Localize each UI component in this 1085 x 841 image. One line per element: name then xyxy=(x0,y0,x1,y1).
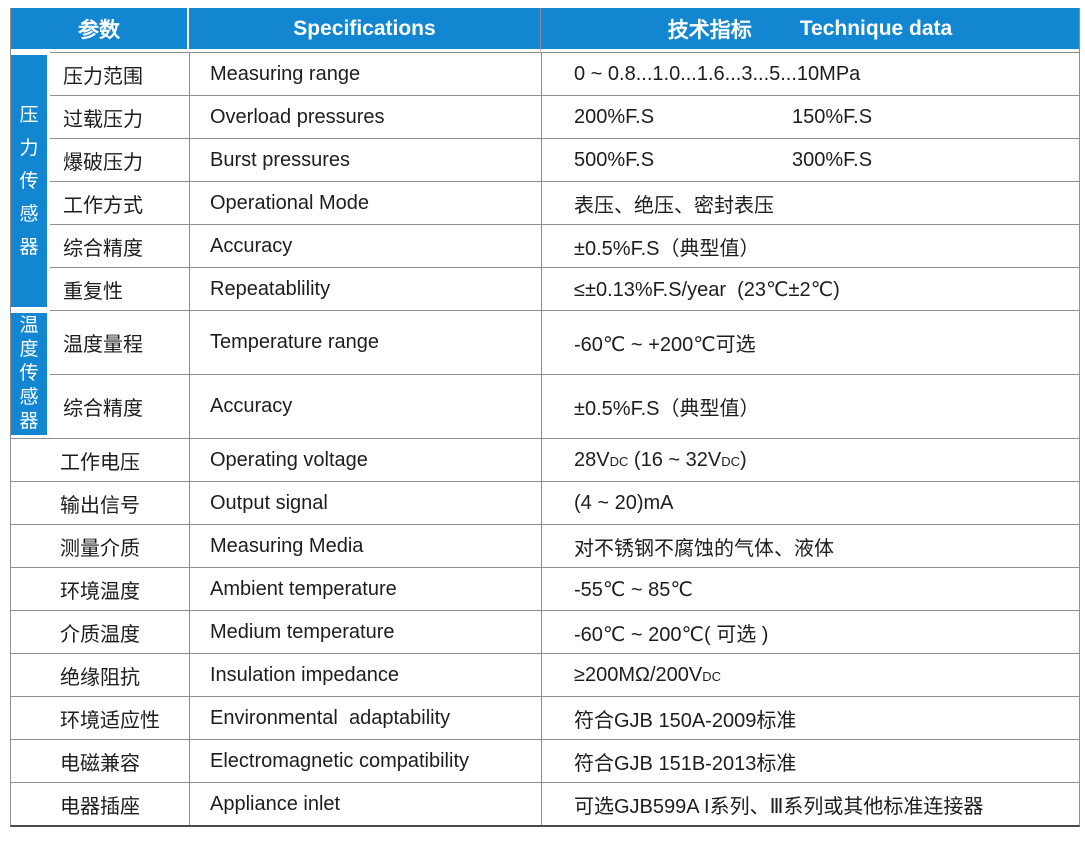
value-text: 28V xyxy=(574,448,610,471)
spec-cell: Measuring Media xyxy=(189,524,541,567)
param-cell: 工作方式 xyxy=(50,181,189,224)
table-row: 工作电压 Operating voltage 28VDC (16 ~ 32VDC) xyxy=(11,438,1079,481)
group-label: 压 力 传 感 器 xyxy=(19,104,39,258)
spec-cell: Environmental adaptability xyxy=(189,696,541,739)
spec-cell: Output signal xyxy=(189,481,541,524)
param-cell: 介质温度 xyxy=(11,610,189,653)
value-cell: -60℃ ~ 200℃( 可选 ) xyxy=(541,610,1079,653)
param-cell: 输出信号 xyxy=(11,481,189,524)
table-row: 环境温度 Ambient temperature -55℃ ~ 85℃ xyxy=(11,567,1079,610)
param-cell: 环境适应性 xyxy=(11,696,189,739)
spec-cell: Appliance inlet xyxy=(189,782,541,825)
header-cell-param: 参数 xyxy=(11,8,189,52)
table-row: 电器插座 Appliance inlet 可选GJB599A I系列、Ⅲ系列或其他标… xyxy=(11,782,1079,825)
param-cell: 爆破压力 xyxy=(50,138,189,181)
param-cell: 过载压力 xyxy=(50,95,189,138)
value-text: (16 ~ 32V xyxy=(628,448,722,471)
value-cell: ≥200MΩ/200VDC xyxy=(541,653,1079,696)
spec-table: 参数 Specifications 技术指标 Technique data 压 … xyxy=(10,8,1080,827)
param-cell: 工作电压 xyxy=(11,438,189,481)
param-cell: 综合精度 xyxy=(50,374,189,438)
spec-cell: Temperature range xyxy=(189,310,541,374)
value-cell: ±0.5%F.S（典型值） xyxy=(541,374,1079,438)
spec-cell: Accuracy xyxy=(189,224,541,267)
table-row: 过载压力 Overload pressures 200%F.S 150%F.S xyxy=(11,95,1079,138)
value-col-1: 150%F.S xyxy=(792,105,873,128)
value-cell: ±0.5%F.S（典型值） xyxy=(541,224,1079,267)
spec-cell: Burst pressures xyxy=(189,138,541,181)
value-cell: 对不锈钢不腐蚀的气体、液体 xyxy=(541,524,1079,567)
param-cell: 温度量程 xyxy=(50,310,189,374)
table-row: 介质温度 Medium temperature -60℃ ~ 200℃( 可选 ) xyxy=(11,610,1079,653)
value-text: ≥200MΩ/200V xyxy=(574,663,703,686)
param-cell: 电器插座 xyxy=(11,782,189,825)
table-row: 输出信号 Output signal (4 ~ 20)mA xyxy=(11,481,1079,524)
group-cell-0: 压 力 传 感 器 xyxy=(11,52,50,310)
spec-cell: Operating voltage xyxy=(189,438,541,481)
value-cell: 500%F.S 300%F.S xyxy=(541,138,1079,181)
group-cell-1: 温 度 传 感 器 xyxy=(11,310,50,438)
header-cell-technique-data: 技术指标 Technique data xyxy=(541,8,1079,52)
spec-cell: Overload pressures xyxy=(189,95,541,138)
value-text: ) xyxy=(740,448,747,471)
header-row: 参数 Specifications 技术指标 Technique data xyxy=(11,8,1079,52)
header-cell-specifications: Specifications xyxy=(189,8,541,52)
value-cell: 28VDC (16 ~ 32VDC) xyxy=(541,438,1079,481)
table-row: 综合精度 Accuracy ±0.5%F.S（典型值） xyxy=(11,374,1079,438)
spec-cell: Ambient temperature xyxy=(189,567,541,610)
value-cell: 0 ~ 0.8...1.0...1.6...3...5...10MPa xyxy=(541,52,1079,95)
value-subscript: DC xyxy=(702,668,722,684)
table-row: 电磁兼容 Electromagnetic compatibility 符合GJB 1… xyxy=(11,739,1079,782)
value-cell: -55℃ ~ 85℃ xyxy=(541,567,1079,610)
param-cell: 电磁兼容 xyxy=(11,739,189,782)
table-row: 综合精度 Accuracy ±0.5%F.S（典型值） xyxy=(11,224,1079,267)
table-row: 环境适应性 Environmental adaptability 符合GJB 150… xyxy=(11,696,1079,739)
table-row: 温 度 传 感 器温度量程 Temperature range -60℃ ~ +20… xyxy=(11,310,1079,438)
spec-cell: Insulation impedance xyxy=(189,653,541,696)
table-row: 测量介质 Measuring Media 对不锈钢不腐蚀的气体、液体 xyxy=(11,524,1079,567)
value-subscript: DC xyxy=(721,453,740,469)
value-subscript: DC xyxy=(609,453,629,469)
value-col-0: 200%F.S xyxy=(574,105,655,128)
value-cell: ≤±0.13%F.S/year (23℃±2℃) xyxy=(541,267,1079,310)
param-cell: 综合精度 xyxy=(50,224,189,267)
value-cell: (4 ~ 20)mA xyxy=(541,481,1079,524)
value-cell: 符合GJB 150A-2009标准 xyxy=(541,696,1079,739)
table-row: 爆破压力 Burst pressures 500%F.S 300%F.S xyxy=(11,138,1079,181)
value-cell: 符合GJB 151B-2013标准 xyxy=(541,739,1079,782)
header-label-en: Technique data xyxy=(799,16,953,40)
group-label: 温 度 传 感 器 xyxy=(19,315,39,432)
spec-cell: Repeatablility xyxy=(189,267,541,310)
value-col-1: 300%F.S xyxy=(792,148,873,171)
param-cell: 重复性 xyxy=(50,267,189,310)
value-cell: -60℃ ~ +200℃可选 xyxy=(541,310,1079,374)
spec-cell: Operational Mode xyxy=(189,181,541,224)
table-row: 工作方式 Operational Mode 表压、绝压、密封表压 xyxy=(11,181,1079,224)
spec-cell: Medium temperature xyxy=(189,610,541,653)
value-col-0: 500%F.S xyxy=(574,148,655,171)
param-cell: 环境温度 xyxy=(11,567,189,610)
value-cell: 表压、绝压、密封表压 xyxy=(541,181,1079,224)
table-row: 压 力 传 感 器压力范围 Measuring range 0 ~ 0.8...1.… xyxy=(11,52,1079,310)
table-row: 重复性 Repeatablility ≤±0.13%F.S/year (23℃±2℃… xyxy=(11,267,1079,310)
param-cell: 绝缘阻抗 xyxy=(11,653,189,696)
spec-cell: Measuring range xyxy=(189,52,541,95)
spec-table-header: 参数 Specifications 技术指标 Technique data xyxy=(11,8,1079,52)
table-row: 绝缘阻抗 Insulation impedance ≥200MΩ/200VDC xyxy=(11,653,1079,696)
value-cell: 可选GJB599A I系列、Ⅲ系列或其他标准连接器 xyxy=(541,782,1079,825)
param-cell: 测量介质 xyxy=(11,524,189,567)
spec-table-body: 压 力 传 感 器压力范围 Measuring range 0 ~ 0.8...1.… xyxy=(11,52,1079,825)
spec-cell: Accuracy xyxy=(189,374,541,438)
spec-cell: Electromagnetic compatibility xyxy=(189,739,541,782)
header-label-zh: 技术指标 xyxy=(667,18,752,42)
header-technique-data-inner: 技术指标 Technique data xyxy=(541,14,1079,44)
param-cell: 压力范围 xyxy=(50,52,189,95)
value-cell: 200%F.S 150%F.S xyxy=(541,95,1079,138)
